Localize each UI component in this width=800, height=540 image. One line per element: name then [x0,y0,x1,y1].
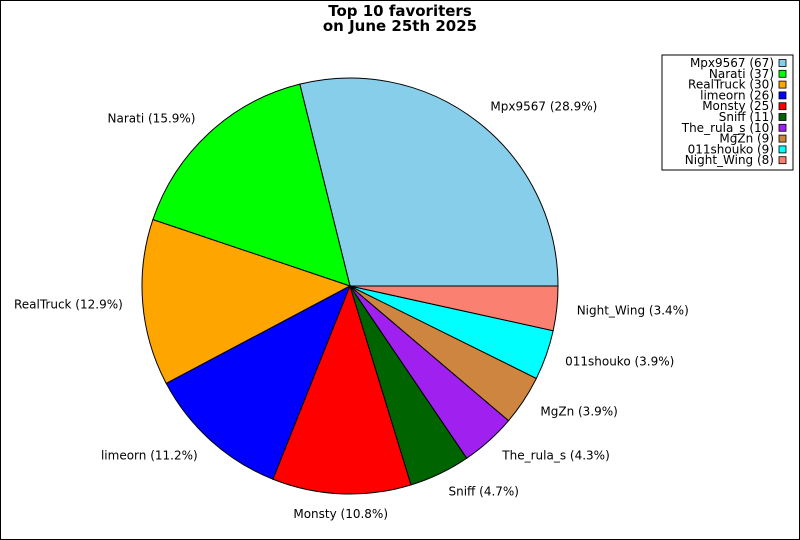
slice-label-night_wing: Night_Wing (3.4%) [577,304,689,318]
legend-swatch-mgzn [778,134,787,143]
slice-label-realtruck: RealTruck (12.9%) [14,298,123,312]
legend-swatch-night_wing [778,156,787,165]
chart-title-line-2: on June 25th 2025 [323,17,477,35]
slice-label-011shouko: 011shouko (3.9%) [565,355,674,369]
legend-entry-limeorn: limeorn (26) [700,88,774,102]
slice-label-narati: Narati (15.9%) [108,111,196,125]
chart-title-line-1: Top 10 favoriters [328,2,472,20]
legend-entry-the_rula_s: The_rula_s (10) [681,121,774,135]
legend-entry-monsty: Monsty (25) [702,99,774,113]
pie-slice-narati [152,83,351,287]
legend-entry-realtruck: RealTruck (30) [688,78,774,92]
pie-slice-mpx9567 [299,77,559,287]
legend-entry-night_wing: Night_Wing (8) [685,153,774,167]
legend-swatch-realtruck [778,80,787,89]
legend-entry-011shouko: 011shouko (9) [688,142,774,156]
slice-label-monsty: Monsty (10.8%) [293,507,388,521]
pie-slice-monsty [272,284,412,495]
slice-labels: Mpx9567 (28.9%) Narati (15.9%) RealTruck (… [14,99,689,520]
legend-entry-sniff: Sniff (11) [719,110,774,124]
legend-entry-mgzn: MgZn (9) [719,132,774,146]
legend-swatch-the_rula_s [778,123,787,132]
pie-slices [141,77,559,495]
pie-slice-realtruck [141,218,352,385]
slice-label-sniff: Sniff (4.7%) [449,485,520,499]
pie-slice-night_wing [349,285,559,332]
pie-slice-limeorn [165,284,351,480]
legend-swatch-011shouko [778,145,787,154]
legend-swatch-narati [778,69,787,78]
slice-label-the_rula_s: The_rula_s (4.3%) [501,449,609,463]
legend-swatch-sniff [778,113,787,121]
legend-box [661,54,794,171]
legend-entry-narati: Narati (37) [709,67,774,81]
legend-swatch-monsty [778,102,787,111]
legend: Mpx9567 (67)Narati (37)RealTruck (30)lim… [661,54,794,171]
legend-swatch-limeorn [778,91,787,100]
legend-swatch-mpx9567 [778,59,787,67]
slice-label-mpx9567: Mpx9567 (28.9%) [490,99,597,113]
legend-entry-mpx9567: Mpx9567 (67) [690,56,774,70]
slice-label-mgzn: MgZn (3.9%) [540,404,617,418]
slice-label-limeorn: limeorn (11.2%) [101,449,198,463]
